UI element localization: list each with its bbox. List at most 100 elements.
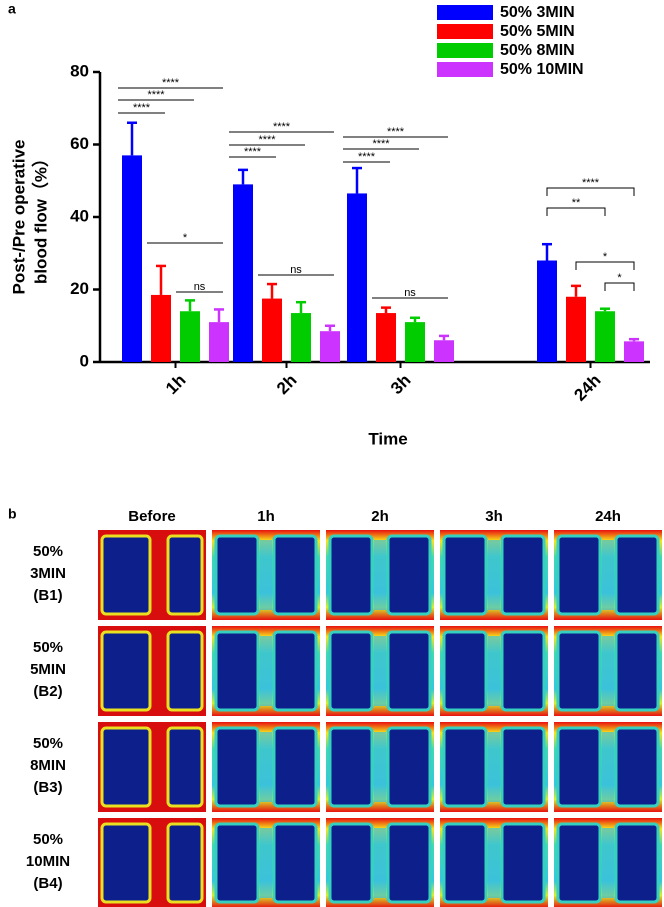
- vessel-block: [386, 630, 432, 712]
- bar: [537, 260, 557, 362]
- bar: [434, 340, 454, 362]
- vessel-block: [442, 630, 488, 712]
- row-label: (B3): [33, 779, 62, 796]
- flow-image: [554, 530, 662, 620]
- legend-swatch: [437, 24, 493, 39]
- vessel-block: [328, 822, 374, 904]
- x-tick-label: 1h: [162, 371, 189, 398]
- bar: [180, 311, 200, 362]
- column-header: 2h: [371, 508, 389, 525]
- perfusion-zone: [374, 732, 386, 802]
- vessel-block: [556, 630, 602, 712]
- significance-label: ns: [194, 281, 206, 293]
- error-bar: [214, 308, 224, 323]
- bar: [566, 296, 586, 362]
- y-tick-label: 40: [70, 206, 89, 225]
- legend-label: 50% 5MIN: [500, 23, 575, 40]
- vessel-block: [100, 822, 152, 904]
- error-bar: [600, 307, 610, 312]
- vessel-block: [214, 726, 260, 808]
- y-tick-label: 80: [70, 61, 89, 80]
- panel-label: a: [8, 1, 16, 17]
- flow-image: [440, 530, 548, 620]
- vessel-block: [100, 534, 152, 616]
- perfusion-zone: [488, 828, 500, 898]
- row-label: (B4): [33, 875, 62, 892]
- vessel-block: [386, 726, 432, 808]
- flow-image: [440, 818, 548, 907]
- row-label: 50%: [33, 735, 63, 752]
- error-bar: [629, 337, 639, 342]
- vessel-block: [100, 726, 152, 808]
- significance-label: **: [572, 197, 581, 209]
- vessel-block: [328, 630, 374, 712]
- row-label: (B2): [33, 683, 62, 700]
- bar: [347, 193, 367, 362]
- error-bar: [185, 299, 195, 312]
- y-axis-label: blood flow（%）: [30, 150, 50, 284]
- vessel-block: [556, 534, 602, 616]
- legend-label: 50% 10MIN: [500, 61, 584, 78]
- perfusion-zone: [260, 540, 272, 610]
- bar: [122, 155, 142, 362]
- error-bar: [571, 284, 581, 297]
- bar: [291, 313, 311, 362]
- y-tick-label: 0: [80, 351, 89, 370]
- vessel-block: [166, 630, 204, 712]
- significance-bracket: [546, 187, 635, 196]
- y-tick-label: 20: [70, 279, 89, 298]
- vessel-block: [556, 822, 602, 904]
- vessel-block: [500, 822, 546, 904]
- perfusion-zone: [488, 540, 500, 610]
- significance-bracket: [546, 207, 606, 216]
- bar: [320, 331, 340, 362]
- flow-image: [326, 626, 434, 716]
- row-label: 50%: [33, 639, 63, 656]
- perfusion-zone: [602, 732, 614, 802]
- vessel-block: [556, 726, 602, 808]
- row-label: 3MIN: [30, 565, 66, 582]
- legend-label: 50% 8MIN: [500, 42, 575, 59]
- column-header: 24h: [595, 508, 621, 525]
- panel-label: b: [8, 506, 17, 522]
- error-bar: [296, 300, 306, 314]
- perfusion-zone: [374, 540, 386, 610]
- flow-image: [440, 626, 548, 716]
- flow-image: [554, 722, 662, 812]
- significance-label: ****: [273, 121, 291, 133]
- vessel-block: [614, 534, 660, 616]
- perfusion-zone: [488, 636, 500, 706]
- flow-image: [98, 530, 206, 620]
- y-axis-label: Post-/Pre operative: [9, 140, 28, 295]
- legend-label: 50% 3MIN: [500, 4, 575, 21]
- legend-swatch: [437, 62, 493, 77]
- error-bar: [238, 168, 248, 185]
- vessel-block: [166, 726, 204, 808]
- row-label: 8MIN: [30, 757, 66, 774]
- legend-swatch: [437, 43, 493, 58]
- vessel-block: [614, 630, 660, 712]
- significance-label: *: [603, 251, 608, 263]
- vessel-block: [214, 822, 260, 904]
- flow-image: [212, 626, 320, 716]
- error-bar: [267, 282, 277, 299]
- bar: [233, 184, 253, 362]
- bar: [262, 298, 282, 362]
- error-bar: [127, 121, 137, 156]
- bar: [595, 311, 615, 362]
- perfusion-zone: [602, 540, 614, 610]
- significance-label: ns: [404, 287, 416, 299]
- error-bar: [156, 264, 166, 295]
- bar: [151, 294, 171, 362]
- vessel-block: [386, 534, 432, 616]
- perfusion-zone: [260, 636, 272, 706]
- vessel-block: [272, 726, 318, 808]
- bar: [405, 322, 425, 362]
- vessel-block: [328, 726, 374, 808]
- vessel-block: [328, 534, 374, 616]
- vessel-block: [500, 726, 546, 808]
- vessel-block: [272, 630, 318, 712]
- vessel-block: [442, 726, 488, 808]
- perfusion-zone: [602, 828, 614, 898]
